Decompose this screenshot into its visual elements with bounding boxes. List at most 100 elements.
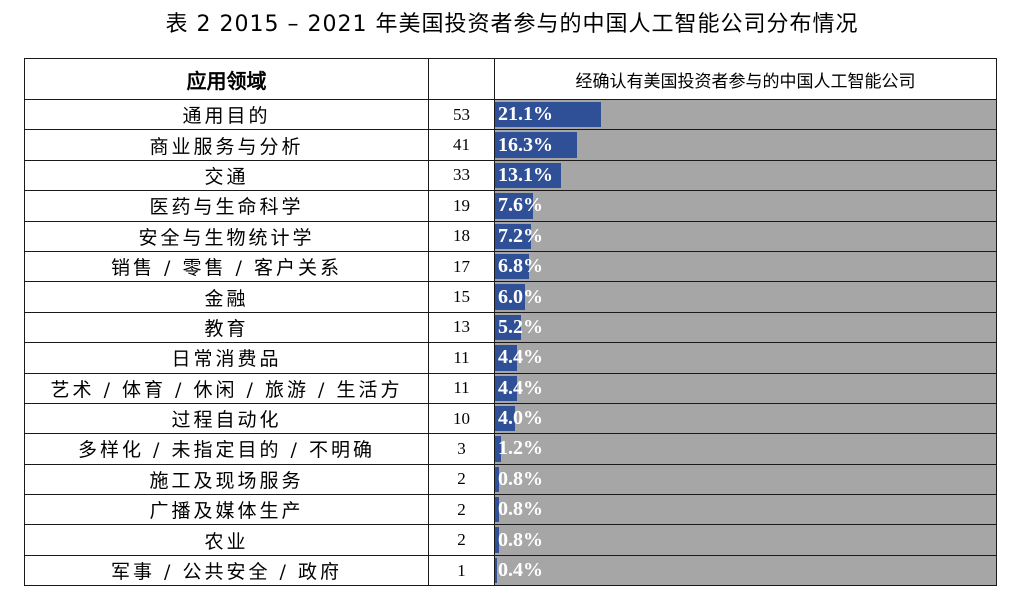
count-cell: 2 [428,463,495,496]
share-bar-cell: 7.6% [494,190,997,222]
share-bar-fill [495,102,601,128]
share-bar-fill [495,497,499,523]
share-bar-fill [495,162,561,189]
category-cell: 医药与生命科学 [24,190,429,222]
share-bar-fill [495,193,534,219]
share-percent-label: 1.2% [498,437,543,460]
count-cell: 3 [428,433,495,465]
category-cell: 军事 / 公共安全 / 政府 [24,554,429,587]
table-row: 交通 33 13.1% [24,159,997,192]
share-bar-fill [495,345,518,371]
table-row: 农业 2 0.8% [24,524,997,556]
count-cell: 2 [428,494,495,526]
table-row: 安全与生物统计学 18 7.2% [24,220,997,252]
table-row: 艺术 / 体育 / 休闲 / 旅游 / 生活方 11 4.4% [24,372,997,404]
category-cell: 交通 [24,159,429,192]
table-row: 销售 / 零售 / 客户关系 17 6.8% [24,250,997,283]
share-bar-cell: 4.4% [494,342,997,374]
count-cell: 13 [428,311,495,344]
table-row: 军事 / 公共安全 / 政府 1 0.4% [24,554,997,587]
share-bar-cell: 6.8% [494,250,997,283]
header-category: 应用领域 [24,58,429,100]
share-bar-fill [495,436,501,462]
table-row: 医药与生命科学 19 7.6% [24,190,997,222]
count-cell: 11 [428,342,495,374]
share-percent-label: 7.6% [498,194,543,217]
category-cell: 施工及现场服务 [24,463,429,496]
header-share: 经确认有美国投资者参与的中国人工智能公司 [494,58,997,100]
category-cell: 教育 [24,311,429,344]
table-row: 日常消费品 11 4.4% [24,342,997,374]
share-percent-label: 4.4% [498,346,543,369]
count-cell: 33 [428,159,495,192]
share-bar-fill [495,284,526,310]
table-row: 金融 15 6.0% [24,281,997,313]
table-title: 表 2 2015 – 2021 年美国投资者参与的中国人工智能公司分布情况 [165,12,859,37]
category-cell: 金融 [24,281,429,313]
category-cell: 日常消费品 [24,342,429,374]
share-bar-fill [495,132,577,158]
share-bar-fill [495,253,530,280]
share-percent-label: 0.4% [498,559,543,582]
category-cell: 多样化 / 未指定目的 / 不明确 [24,433,429,465]
share-percent-label: 0.8% [498,528,543,551]
count-cell: 15 [428,281,495,313]
share-percent-label: 16.3% [498,133,553,156]
count-cell: 2 [428,524,495,556]
share-percent-label: 21.1% [498,103,553,126]
share-bar-fill [495,527,499,553]
category-cell: 广播及媒体生产 [24,494,429,526]
count-cell: 19 [428,190,495,222]
count-cell: 18 [428,220,495,252]
table-header-row: 应用领域 经确认有美国投资者参与的中国人工智能公司 [24,58,997,100]
share-bar-cell: 4.4% [494,372,997,404]
share-bar-cell: 0.8% [494,494,997,526]
category-cell: 艺术 / 体育 / 休闲 / 旅游 / 生活方 [24,372,429,404]
count-cell: 1 [428,554,495,587]
category-cell: 销售 / 零售 / 客户关系 [24,250,429,283]
share-bar-fill [495,223,532,249]
count-cell: 11 [428,372,495,404]
share-bar-cell: 4.0% [494,402,997,435]
share-bar-fill [495,557,497,584]
category-cell: 农业 [24,524,429,556]
share-percent-label: 7.2% [498,224,543,247]
share-bar-fill [495,405,516,432]
share-percent-label: 4.4% [498,376,543,399]
share-percent-label: 5.2% [498,315,543,338]
share-bar-cell: 0.8% [494,463,997,496]
share-bar-cell: 21.1% [494,98,997,131]
share-bar-fill [495,375,518,401]
count-cell: 41 [428,129,495,161]
share-bar-cell: 1.2% [494,433,997,465]
share-percent-label: 0.8% [498,467,543,490]
table-row: 教育 13 5.2% [24,311,997,344]
table-row: 广播及媒体生产 2 0.8% [24,494,997,526]
table-row: 通用目的 53 21.1% [24,98,997,131]
count-cell: 10 [428,402,495,435]
share-percent-label: 6.8% [498,255,543,278]
count-cell: 17 [428,250,495,283]
table-row: 多样化 / 未指定目的 / 不明确 3 1.2% [24,433,997,465]
share-bar-fill [495,466,499,493]
category-cell: 安全与生物统计学 [24,220,429,252]
share-bar-fill [495,314,522,341]
share-percent-label: 0.8% [498,498,543,521]
share-bar-cell: 13.1% [494,159,997,192]
share-bar-cell: 6.0% [494,281,997,313]
table-row: 施工及现场服务 2 0.8% [24,463,997,496]
count-cell: 53 [428,98,495,131]
share-bar-cell: 7.2% [494,220,997,252]
share-bar-cell: 16.3% [494,129,997,161]
share-bar-cell: 0.8% [494,524,997,556]
share-percent-label: 4.0% [498,407,543,430]
share-bar-cell: 5.2% [494,311,997,344]
category-cell: 通用目的 [24,98,429,131]
category-cell: 商业服务与分析 [24,129,429,161]
header-count [428,58,495,100]
distribution-table: 应用领域 经确认有美国投资者参与的中国人工智能公司 通用目的 53 21.1% 商业服… [24,58,997,587]
share-bar-cell: 0.4% [494,554,997,587]
share-percent-label: 6.0% [498,285,543,308]
category-cell: 过程自动化 [24,402,429,435]
table-body: 通用目的 53 21.1% 商业服务与分析 41 16.3% 交通 33 13.1% 医药与生命科… [24,98,997,587]
